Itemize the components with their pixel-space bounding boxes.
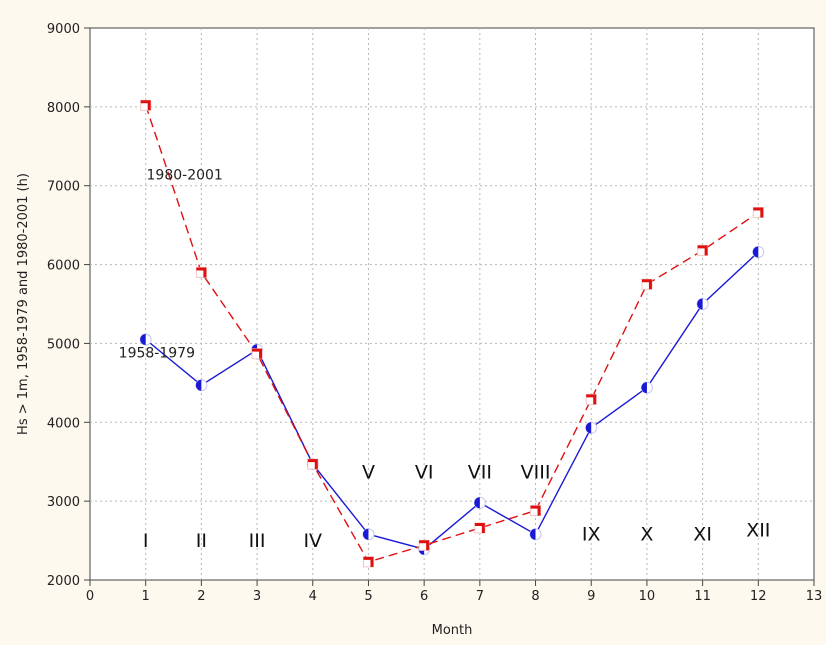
- y-tick-label: 2000: [47, 574, 80, 589]
- x-tick-label: 11: [694, 589, 711, 604]
- point-marker-fill: [195, 379, 202, 391]
- point-marker-fill: [697, 245, 708, 256]
- point-marker-fill: [474, 522, 485, 533]
- point-marker-fill: [419, 540, 430, 551]
- axis-ticks: 0 1 2 3 4 5 6 7 8 9 10 11 12 132000300040005000600070…: [47, 22, 822, 604]
- series-label: 1980-2001: [147, 167, 223, 183]
- series-point: [362, 528, 375, 541]
- point-marker-fill: [586, 394, 597, 405]
- x-tick-label: 7: [476, 589, 484, 604]
- series-point: [697, 244, 709, 256]
- x-tick-label: 2: [197, 589, 205, 604]
- series-point: [696, 298, 709, 310]
- point-marker-fill: [196, 267, 207, 278]
- series-line-1980-2001: [145, 105, 759, 563]
- point-marker-fill: [140, 100, 151, 111]
- month-label: III: [249, 530, 266, 552]
- point-marker-fill: [474, 497, 480, 509]
- month-label: VII: [468, 461, 492, 483]
- month-label: VIII: [521, 461, 551, 483]
- grid-lines: [90, 28, 814, 580]
- y-tick-label: 4000: [47, 416, 80, 431]
- series-markers: [139, 99, 765, 568]
- series-point: [752, 207, 764, 219]
- point-marker-fill: [140, 333, 146, 345]
- y-tick-label: 8000: [47, 101, 80, 116]
- y-axis-label: Hs > 1m, 1958-1979 and 1980-2001 (h): [16, 173, 31, 435]
- point-marker-fill: [530, 528, 536, 540]
- x-tick-label: 3: [253, 589, 261, 604]
- series-point: [195, 266, 207, 278]
- series-lines: [145, 105, 759, 563]
- x-tick-label: 8: [531, 589, 539, 604]
- month-label: I: [143, 530, 149, 552]
- point-marker-fill: [753, 207, 764, 218]
- x-tick-label: 12: [750, 589, 767, 604]
- y-tick-label: 6000: [47, 259, 80, 274]
- month-label: X: [640, 524, 653, 546]
- series-point: [195, 379, 208, 392]
- x-axis-label: Month: [432, 623, 473, 638]
- series-point: [362, 556, 374, 568]
- point-marker-fill: [362, 528, 369, 540]
- series-point: [752, 245, 765, 258]
- month-label: V: [362, 461, 375, 483]
- series-point: [418, 539, 430, 551]
- series-point: [640, 381, 653, 394]
- x-tick-label: 5: [364, 589, 372, 604]
- series-point: [474, 522, 486, 534]
- x-tick-label: 0: [86, 589, 94, 604]
- y-tick-label: 9000: [47, 22, 80, 37]
- series-point: [139, 333, 152, 346]
- series-point: [529, 528, 542, 541]
- series-line-1958-1979: [145, 251, 759, 550]
- point-marker-fill: [641, 382, 647, 394]
- point-marker-fill: [585, 422, 592, 434]
- month-label: IX: [582, 524, 601, 546]
- series-point: [585, 393, 597, 405]
- y-tick-label: 3000: [47, 495, 80, 510]
- series-point: [473, 496, 486, 509]
- month-label: IV: [303, 530, 322, 552]
- x-tick-label: 9: [587, 589, 595, 604]
- point-marker-fill: [252, 348, 263, 359]
- point-marker-fill: [752, 246, 759, 258]
- point-marker-fill: [363, 556, 374, 567]
- series-point: [530, 505, 542, 517]
- x-tick-label: 6: [420, 589, 428, 604]
- x-tick-label: 4: [309, 589, 317, 604]
- series-point: [307, 458, 319, 470]
- x-tick-label: 13: [806, 589, 823, 604]
- series-point: [140, 99, 152, 111]
- month-label: XI: [693, 524, 712, 546]
- series-point: [585, 421, 598, 434]
- y-tick-label: 7000: [47, 180, 80, 195]
- point-marker-fill: [530, 505, 541, 516]
- x-tick-label: 10: [639, 589, 656, 604]
- point-marker-fill: [697, 298, 703, 310]
- month-label: II: [196, 530, 207, 552]
- point-marker-fill: [307, 459, 318, 470]
- month-label: XII: [746, 520, 770, 542]
- point-marker-fill: [641, 279, 652, 290]
- y-tick-label: 5000: [47, 337, 80, 352]
- x-tick-label: 1: [142, 589, 150, 604]
- series-point: [251, 348, 263, 360]
- plot-area: [89, 27, 815, 581]
- month-label: VI: [415, 461, 434, 483]
- series-label: 1958-1979: [119, 346, 195, 362]
- series-point: [641, 278, 653, 290]
